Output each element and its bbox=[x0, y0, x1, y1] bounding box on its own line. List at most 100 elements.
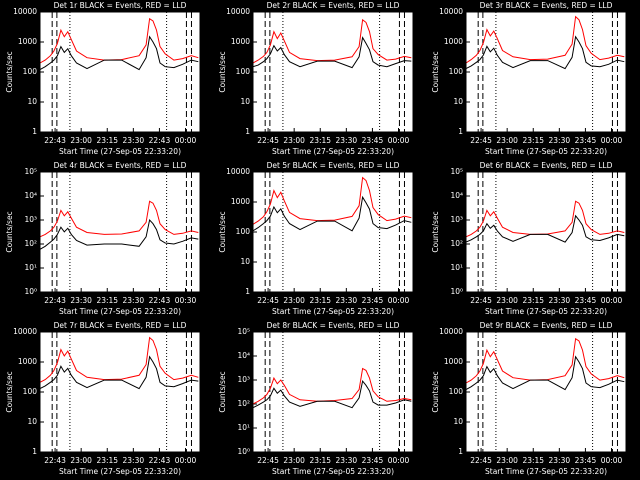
x-tick-label: 23:45 bbox=[362, 296, 384, 305]
plot-frame bbox=[39, 171, 201, 293]
x-tick-label: 23:15 bbox=[522, 136, 544, 145]
x-tick-label: 22:43 bbox=[44, 136, 66, 145]
x-tick-label: 22:45 bbox=[470, 296, 492, 305]
y-tick-label: 10000 bbox=[226, 167, 250, 176]
x-tick-label: 23:30 bbox=[549, 456, 571, 465]
panel: Det 7r BLACK = Events, RED = LLD Start Ti… bbox=[5, 321, 201, 476]
x-tick-label: 23:15 bbox=[522, 456, 544, 465]
x-tick-label: 22:45 bbox=[470, 456, 492, 465]
y-tick-label: 1000 bbox=[444, 357, 463, 366]
panel: Det 1r BLACK = Events, RED = LLD Start Ti… bbox=[5, 1, 201, 156]
y-tick-label: 10⁴ bbox=[24, 191, 37, 200]
x-axis-label: Start Time (27-Sep-05 22:33:20) bbox=[59, 467, 181, 476]
y-tick-label: 10³ bbox=[24, 215, 37, 224]
x-tick-label: 23:15 bbox=[96, 456, 118, 465]
y-axis-label: Counts/sec bbox=[431, 371, 440, 412]
plot-frame bbox=[465, 331, 627, 453]
x-tick-label: 23:15 bbox=[309, 296, 331, 305]
y-tick-label: 1000 bbox=[231, 197, 250, 206]
y-tick-label: 1 bbox=[32, 127, 37, 136]
x-tick-label: 22:45 bbox=[257, 296, 279, 305]
x-tick-label: 22:43 bbox=[44, 296, 66, 305]
panel-title: Det 7r BLACK = Events, RED = LLD bbox=[54, 321, 187, 330]
panel: Det 8r BLACK = Events, RED = LLD Start Ti… bbox=[218, 321, 414, 476]
x-axis-label: Start Time (27-Sep-05 22:33:20) bbox=[272, 147, 394, 156]
x-tick-label: 23:00 bbox=[70, 136, 92, 145]
y-axis-label: Counts/sec bbox=[218, 51, 227, 92]
panel-title: Det 8r BLACK = Events, RED = LLD bbox=[267, 321, 400, 330]
y-tick-label: 10⁰ bbox=[237, 447, 250, 456]
panel: Det 6r BLACK = Events, RED = LLD Start Ti… bbox=[431, 161, 627, 316]
x-tick-label: 23:30 bbox=[549, 136, 571, 145]
data-line bbox=[252, 176, 412, 225]
x-tick-label: 23:00 bbox=[496, 136, 518, 145]
x-tick-label: 22:43 bbox=[149, 136, 171, 145]
x-tick-label: 23:30 bbox=[336, 296, 358, 305]
x-tick-label: 23:30 bbox=[123, 456, 145, 465]
plot-area bbox=[40, 172, 200, 292]
panel: Det 2r BLACK = Events, RED = LLD Start Ti… bbox=[218, 1, 414, 156]
x-tick-label: 22:43 bbox=[149, 456, 171, 465]
x-tick-label: 23:30 bbox=[336, 136, 358, 145]
plot-area bbox=[40, 12, 200, 132]
panel: Det 4r BLACK = Events, RED = LLD Start Ti… bbox=[5, 161, 201, 316]
y-tick-label: 1 bbox=[458, 127, 463, 136]
data-line bbox=[465, 214, 625, 243]
x-tick-label: 23:00 bbox=[70, 456, 92, 465]
x-tick-label: 22:45 bbox=[257, 456, 279, 465]
x-tick-label: 23:30 bbox=[336, 456, 358, 465]
panel-title: Det 9r BLACK = Events, RED = LLD bbox=[480, 321, 613, 330]
panel: Det 5r BLACK = Events, RED = LLD Start Ti… bbox=[218, 161, 414, 316]
plot-area bbox=[253, 12, 413, 132]
x-tick-label: 23:00 bbox=[496, 456, 518, 465]
y-tick-label: 100 bbox=[236, 67, 251, 76]
y-axis-label: Counts/sec bbox=[5, 371, 14, 412]
x-tick-label: 23:30 bbox=[123, 136, 145, 145]
y-tick-label: 10² bbox=[450, 239, 463, 248]
y-tick-label: 10² bbox=[24, 239, 37, 248]
y-tick-label: 10³ bbox=[237, 375, 250, 384]
data-line bbox=[39, 355, 199, 390]
y-tick-label: 10000 bbox=[226, 7, 250, 16]
x-axis-label: Start Time (27-Sep-05 22:33:20) bbox=[59, 147, 181, 156]
plot-frame bbox=[39, 11, 201, 133]
data-line bbox=[252, 18, 412, 64]
y-tick-label: 100 bbox=[449, 387, 464, 396]
y-axis-label: Counts/sec bbox=[218, 371, 227, 412]
x-axis-label: Start Time (27-Sep-05 22:33:20) bbox=[485, 467, 607, 476]
x-tick-label: 00:00 bbox=[601, 296, 623, 305]
y-tick-label: 100 bbox=[449, 67, 464, 76]
x-tick-label: 22:45 bbox=[257, 136, 279, 145]
x-tick-label: 00:00 bbox=[388, 456, 410, 465]
plot-frame bbox=[252, 11, 414, 133]
plot-frame bbox=[39, 331, 201, 453]
panel: Det 9r BLACK = Events, RED = LLD Start Ti… bbox=[431, 321, 627, 476]
data-line bbox=[39, 35, 199, 71]
y-tick-label: 10¹ bbox=[450, 263, 463, 272]
y-tick-label: 10⁵ bbox=[450, 167, 463, 176]
data-line bbox=[39, 200, 199, 238]
x-axis-label: Start Time (27-Sep-05 22:33:20) bbox=[485, 147, 607, 156]
x-tick-label: 23:15 bbox=[96, 136, 118, 145]
x-tick-label: 00:00 bbox=[388, 296, 410, 305]
plot-area bbox=[466, 12, 626, 132]
x-tick-label: 23:30 bbox=[70, 296, 92, 305]
y-tick-label: 10 bbox=[240, 257, 250, 266]
data-line bbox=[252, 195, 412, 232]
x-tick-label: 23:15 bbox=[309, 136, 331, 145]
plot-area bbox=[466, 332, 626, 452]
y-tick-label: 1000 bbox=[444, 37, 463, 46]
plot-area bbox=[253, 172, 413, 292]
plot-frame bbox=[252, 331, 414, 453]
y-tick-label: 10000 bbox=[13, 7, 37, 16]
y-tick-label: 100 bbox=[236, 227, 251, 236]
x-tick-label: 22:43 bbox=[149, 296, 171, 305]
y-tick-label: 10⁰ bbox=[24, 287, 37, 296]
y-tick-label: 10⁴ bbox=[450, 191, 463, 200]
y-tick-label: 10⁰ bbox=[450, 287, 463, 296]
x-tick-label: 23:45 bbox=[362, 456, 384, 465]
x-tick-label: 22:43 bbox=[44, 456, 66, 465]
y-tick-label: 100 bbox=[23, 387, 38, 396]
x-tick-label: 23:30 bbox=[123, 296, 145, 305]
plot-frame bbox=[465, 171, 627, 293]
